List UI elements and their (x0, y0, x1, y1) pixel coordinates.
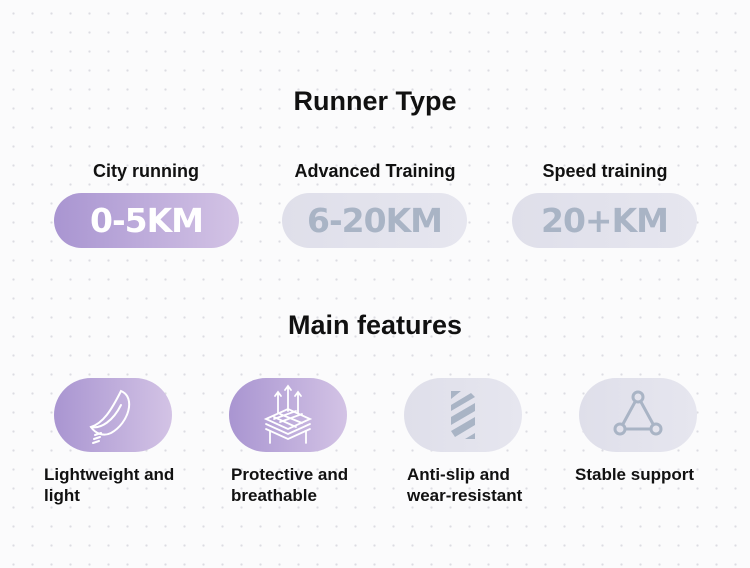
feature-stable-support (579, 378, 697, 452)
distance-option-6-20km[interactable]: 6-20KM (282, 193, 467, 248)
feature-anti-slip (404, 378, 522, 452)
feature-label-stable-support: Stable support (575, 465, 695, 484)
feature-label-breathable: Protective and breathable (231, 465, 349, 505)
option-label-speed-training: Speed training (542, 161, 668, 181)
triangle-nodes-icon (613, 390, 663, 436)
distance-option-20plus-km[interactable]: 20+KM (512, 193, 697, 248)
runner-type-title: Runner Type (293, 86, 457, 116)
breathable-layers-icon (263, 384, 313, 444)
feather-icon (89, 389, 131, 444)
feature-breathable (229, 378, 347, 452)
feature-lightweight (54, 378, 172, 452)
option-label-city-running: City running (93, 161, 199, 181)
main-features-title: Main features (287, 310, 463, 340)
anti-slip-stripes-icon (451, 391, 475, 439)
option-label-advanced-training: Advanced Training (294, 161, 456, 181)
distance-option-0-5km[interactable]: 0-5KM (54, 193, 239, 248)
feature-label-anti-slip: Anti-slip and wear-resistant (407, 465, 523, 505)
feature-label-lightweight: Lightweight and light (44, 465, 175, 505)
